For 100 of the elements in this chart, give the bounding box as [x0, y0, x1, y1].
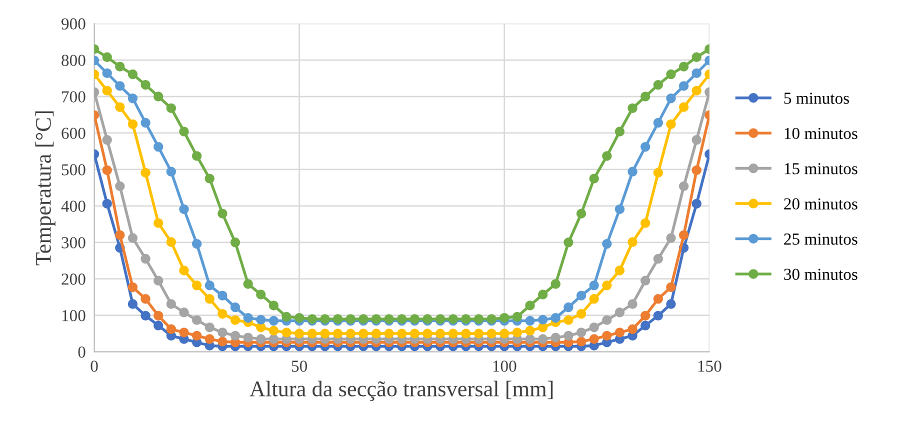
point [204, 294, 214, 304]
point [128, 93, 138, 104]
point [628, 166, 638, 177]
point [192, 151, 202, 161]
point [692, 68, 702, 78]
legend-label: 15 minutos [784, 163, 858, 174]
point [692, 165, 702, 176]
point [628, 324, 638, 334]
point [628, 237, 638, 247]
point [538, 290, 548, 300]
point [678, 81, 689, 91]
point [614, 328, 625, 338]
point [640, 218, 650, 228]
point [179, 308, 189, 318]
point [512, 312, 522, 322]
point [102, 135, 112, 145]
point [653, 168, 664, 178]
point [589, 334, 599, 344]
point [461, 328, 471, 338]
point [640, 142, 650, 152]
point [640, 310, 650, 321]
point [666, 299, 676, 309]
point [614, 266, 625, 276]
point [154, 310, 164, 321]
point [602, 280, 612, 290]
point [589, 294, 599, 304]
point [140, 254, 150, 264]
point [538, 314, 548, 325]
y-tick-label: 0 [78, 346, 86, 358]
point [102, 52, 112, 62]
point [243, 279, 253, 289]
point [332, 328, 343, 338]
point [230, 315, 240, 325]
point [640, 320, 650, 330]
point [564, 330, 574, 341]
point [282, 312, 292, 322]
point [640, 276, 650, 286]
point [102, 86, 112, 96]
point [550, 332, 560, 342]
point [396, 328, 407, 338]
point [179, 266, 189, 276]
point [204, 334, 214, 344]
point [678, 181, 689, 192]
point [525, 316, 535, 326]
point [154, 276, 164, 286]
point [140, 168, 150, 178]
point [128, 282, 138, 292]
point [653, 80, 664, 90]
y-tick-label: 300 [62, 237, 86, 248]
point [666, 282, 676, 292]
point [525, 334, 535, 344]
point [179, 126, 189, 136]
x-tick-label: 0 [90, 360, 98, 372]
point [602, 330, 612, 341]
point [115, 102, 125, 112]
point [128, 233, 138, 243]
point [102, 68, 112, 78]
point [140, 310, 150, 321]
point [692, 86, 702, 96]
point [435, 328, 446, 338]
point [589, 174, 599, 184]
point [589, 280, 599, 290]
point [268, 316, 279, 326]
point [448, 328, 458, 338]
point [243, 332, 253, 342]
point [140, 294, 150, 304]
point [256, 290, 266, 300]
point [692, 135, 702, 145]
point [576, 208, 586, 218]
point [410, 328, 420, 338]
y-axis-title: Temperatura [°C] [35, 111, 56, 266]
point [576, 308, 586, 319]
point [602, 151, 612, 161]
point [243, 313, 253, 323]
point [115, 81, 125, 91]
y-tick-label: 700 [62, 91, 86, 102]
point [204, 174, 214, 184]
point [320, 328, 330, 338]
y-tick-label: 100 [62, 310, 86, 322]
point [525, 300, 535, 310]
point [678, 230, 689, 240]
y-tick-label: 400 [61, 200, 86, 212]
point [230, 238, 240, 248]
point [550, 313, 560, 323]
point [550, 279, 560, 289]
y-tick-label: 600 [62, 128, 86, 139]
legend-label: 20 minutos [784, 198, 858, 210]
point [692, 198, 702, 209]
point [218, 336, 228, 346]
point [128, 69, 138, 80]
point [653, 118, 664, 128]
point [628, 103, 638, 114]
point [268, 334, 279, 344]
point [102, 198, 112, 209]
point [653, 310, 664, 321]
point [128, 299, 138, 309]
point [500, 313, 510, 323]
point [614, 204, 625, 214]
point [358, 328, 368, 338]
point [602, 238, 612, 249]
